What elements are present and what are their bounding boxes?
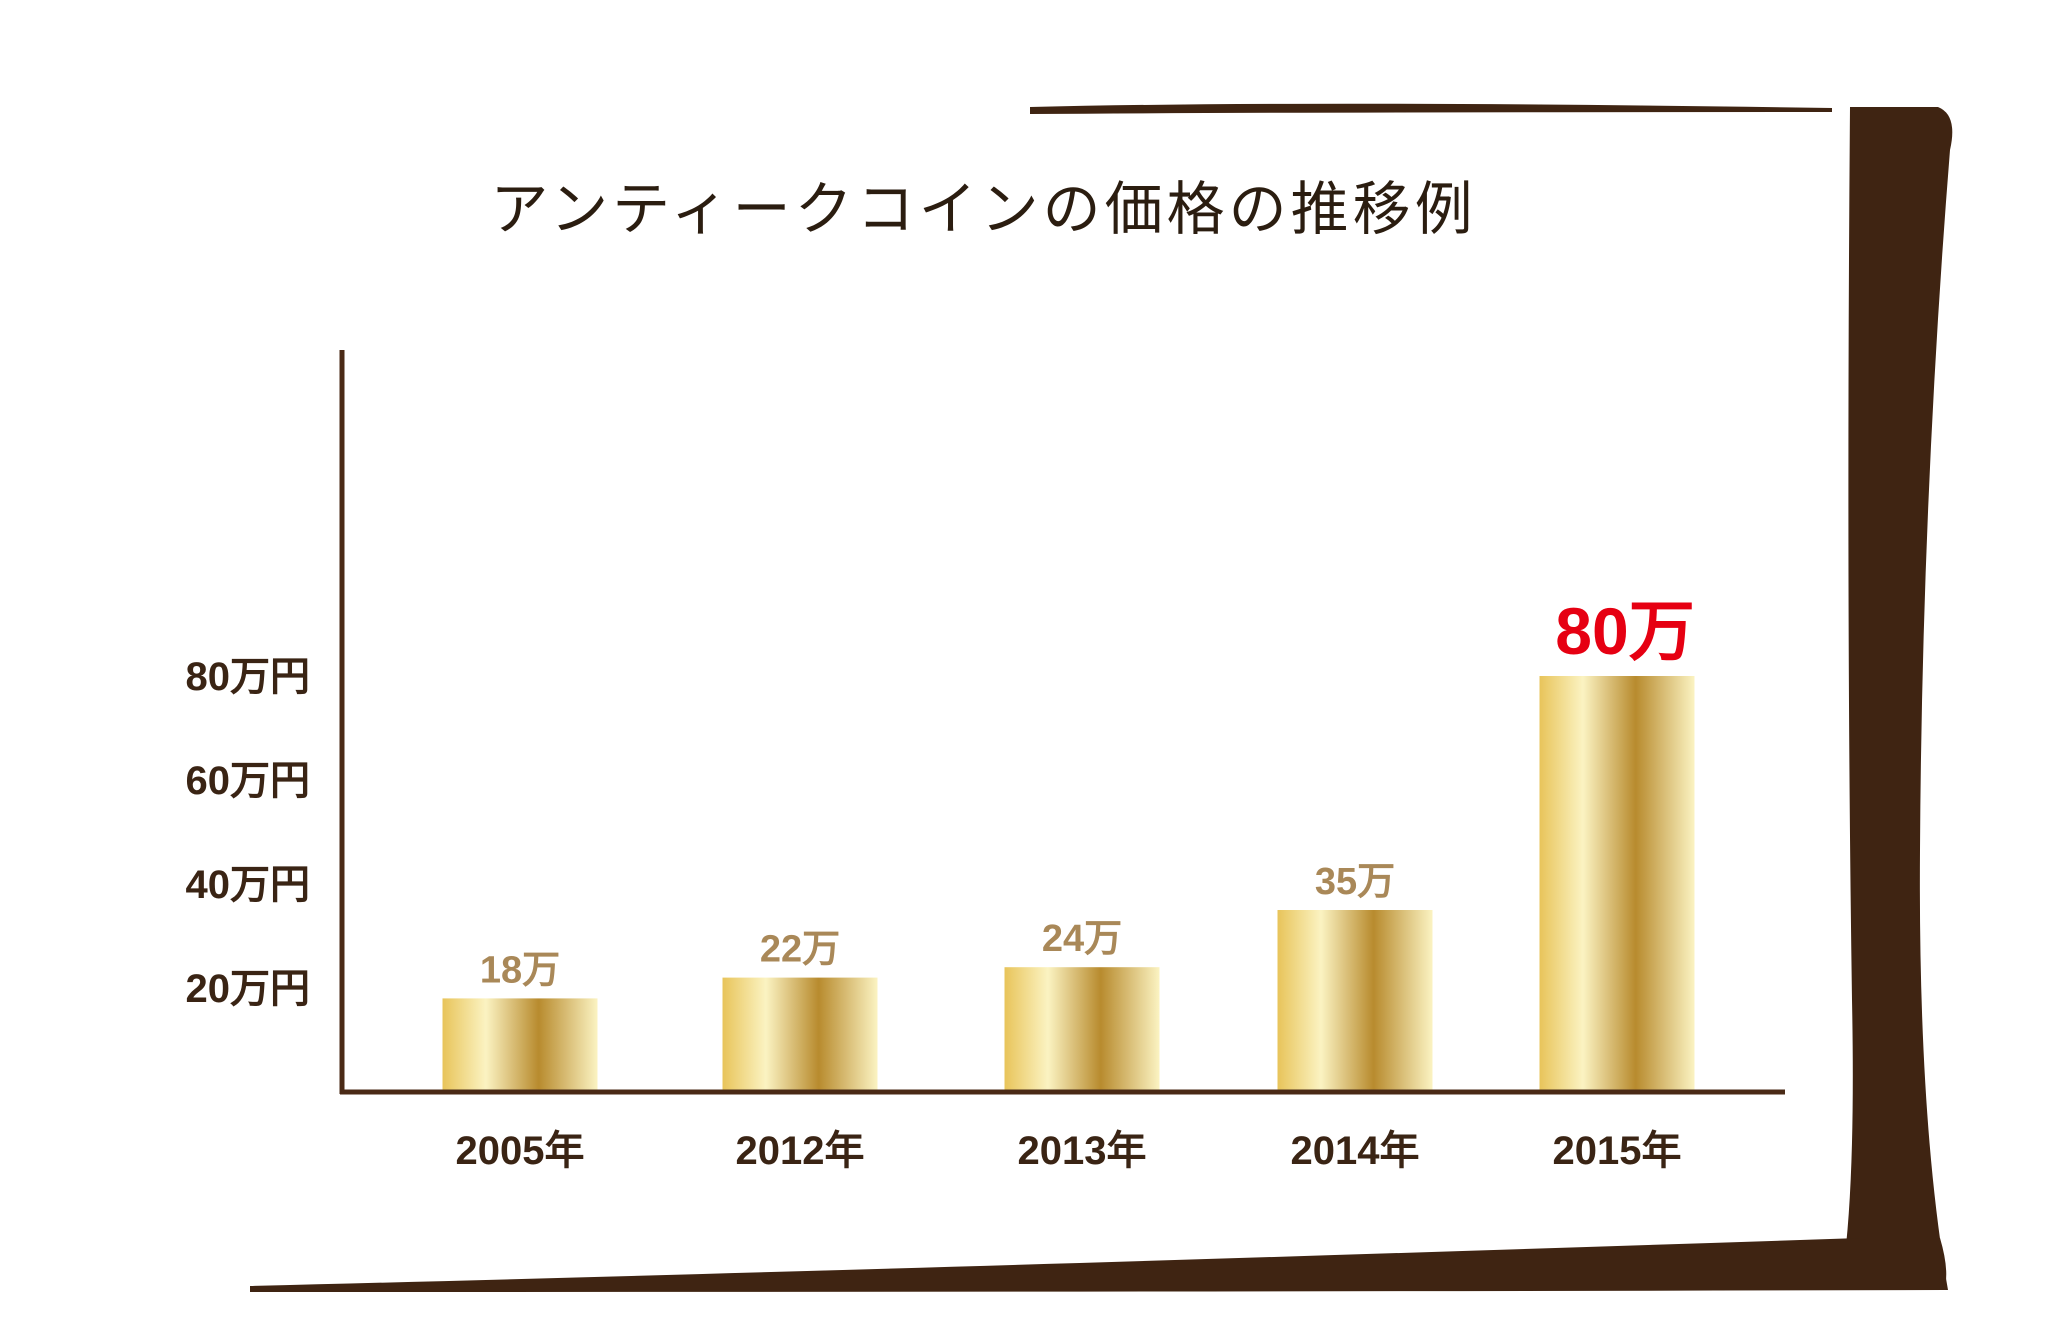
- y-tick-label: 60万円: [186, 759, 311, 803]
- value-label-2015年: 80万: [1555, 594, 1694, 668]
- y-tick-label: 20万円: [186, 967, 311, 1011]
- frame-top-edge: [1030, 103, 1832, 114]
- x-tick-label: 2014年: [1291, 1129, 1420, 1173]
- value-label-2013年: 24万: [1042, 918, 1122, 960]
- bar-2015年: [1539, 676, 1695, 1092]
- y-tick-label: 80万円: [186, 655, 311, 699]
- frame-bottom-edge: [250, 1238, 1947, 1292]
- bar-2005年: [442, 998, 598, 1092]
- x-tick-label: 2012年: [736, 1129, 865, 1173]
- value-label-2014年: 35万: [1315, 861, 1395, 903]
- frame-right-edge: [1840, 107, 1953, 1290]
- value-label-2005年: 18万: [480, 949, 560, 991]
- x-tick-label: 2015年: [1553, 1129, 1682, 1173]
- x-tick-label: 2013年: [1018, 1129, 1147, 1173]
- bar-2014年: [1277, 910, 1433, 1092]
- bar-2013年: [1004, 967, 1160, 1092]
- x-tick-label: 2005年: [456, 1129, 585, 1173]
- chart-title: アンティークコインの価格の推移例: [490, 175, 1477, 243]
- value-label-2012年: 22万: [760, 929, 840, 971]
- bar-2012年: [722, 977, 878, 1092]
- y-tick-label: 40万円: [186, 863, 311, 907]
